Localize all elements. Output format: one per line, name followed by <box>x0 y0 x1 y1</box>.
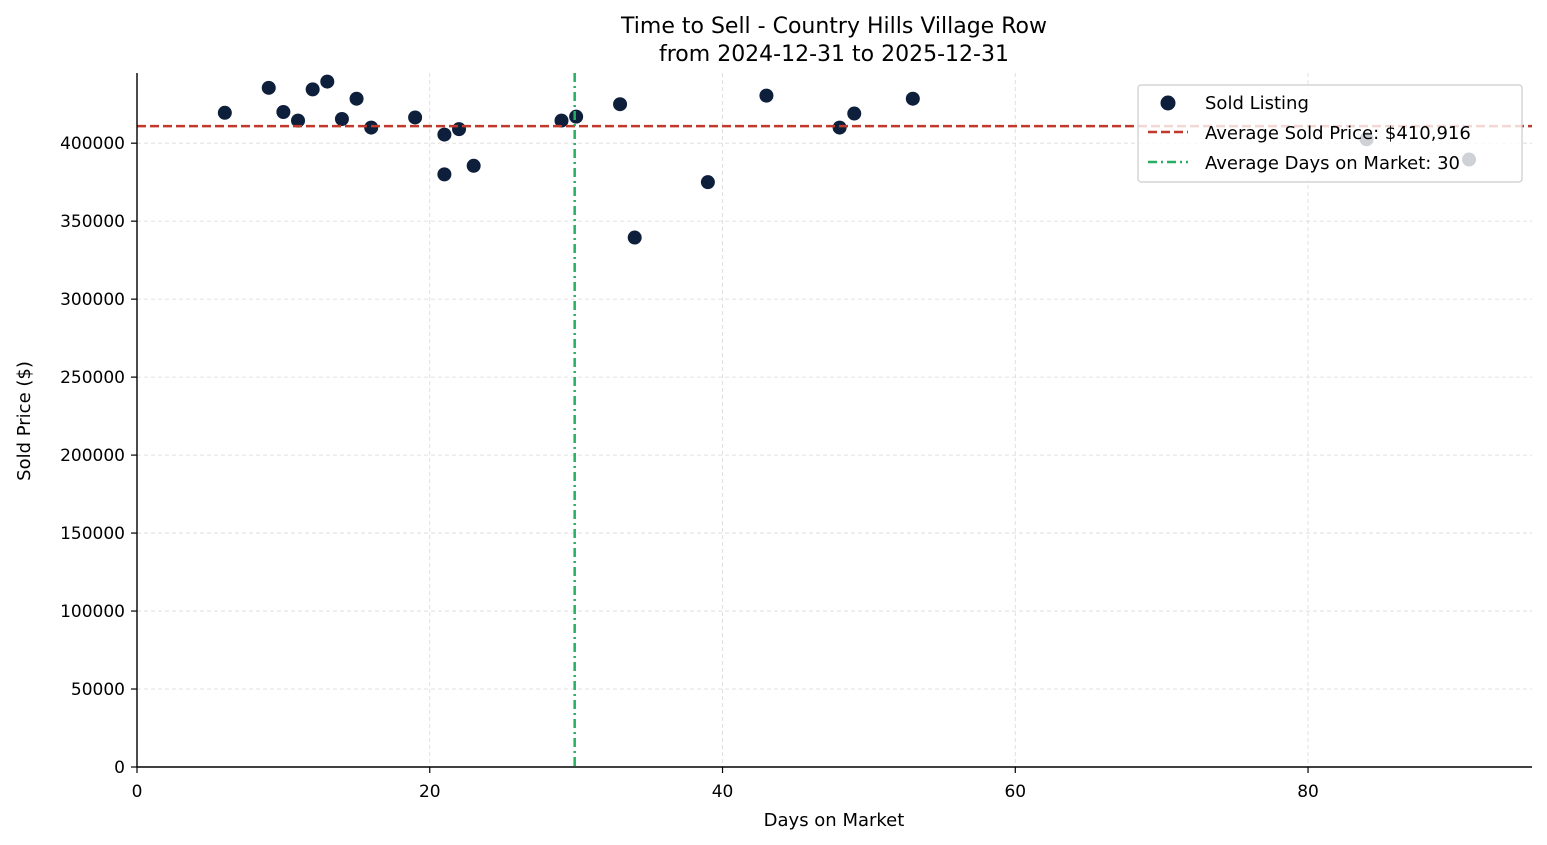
data-point <box>554 113 569 128</box>
data-point <box>364 120 379 135</box>
data-point <box>320 74 335 89</box>
tick-labels: 0 20 40 60 80 0 50000 100000 150000 200000 250000 3… <box>60 134 1319 802</box>
x-tick-label: 80 <box>1297 782 1319 802</box>
data-point <box>334 112 349 127</box>
y-tick-label: 0 <box>114 758 125 778</box>
data-point <box>613 97 628 112</box>
data-point <box>627 230 642 245</box>
data-point <box>276 104 291 119</box>
data-point <box>700 175 715 190</box>
axes <box>131 73 1532 773</box>
data-point <box>452 122 467 137</box>
x-tick-label: 60 <box>1004 782 1026 802</box>
data-point <box>437 127 452 142</box>
data-point <box>466 158 481 173</box>
data-point <box>261 80 276 95</box>
data-point <box>437 167 452 182</box>
data-point <box>905 91 920 106</box>
y-tick-label: 100000 <box>60 602 125 622</box>
y-tick-label: 350000 <box>60 212 125 232</box>
data-point <box>217 105 232 120</box>
x-tick-label: 40 <box>712 782 734 802</box>
data-point <box>569 109 584 124</box>
legend: Sold Listing Average Sold Price: $410,91… <box>1137 84 1523 183</box>
y-tick-label: 200000 <box>60 446 125 466</box>
x-tick-label: 20 <box>419 782 441 802</box>
y-tick-label: 50000 <box>71 680 125 700</box>
y-tick-label: 300000 <box>60 290 125 310</box>
y-axis-label: Sold Price ($) <box>14 361 35 481</box>
legend-label-average-price: Average Sold Price: $410,916 <box>1205 123 1471 144</box>
data-point <box>832 120 847 135</box>
legend-marker-sold-listing <box>1160 95 1176 111</box>
legend-label-sold-listing: Sold Listing <box>1205 93 1309 114</box>
legend-label-average-days: Average Days on Market: 30 <box>1205 153 1460 174</box>
data-point <box>349 91 364 106</box>
y-tick-label: 400000 <box>60 134 125 154</box>
data-point <box>291 113 306 128</box>
y-tick-label: 250000 <box>60 368 125 388</box>
x-axis-label: Days on Market <box>764 810 905 831</box>
grid <box>137 73 1532 767</box>
chart-title: Time to Sell - Country Hills Village Row <box>620 14 1047 39</box>
y-tick-label: 150000 <box>60 524 125 544</box>
legend-box <box>1137 84 1523 183</box>
data-point <box>305 82 320 97</box>
data-point <box>847 106 862 121</box>
data-point <box>759 88 774 103</box>
x-tick-label: 0 <box>132 782 143 802</box>
chart-subtitle: from 2024-12-31 to 2025-12-31 <box>659 42 1009 67</box>
data-point <box>408 110 423 125</box>
